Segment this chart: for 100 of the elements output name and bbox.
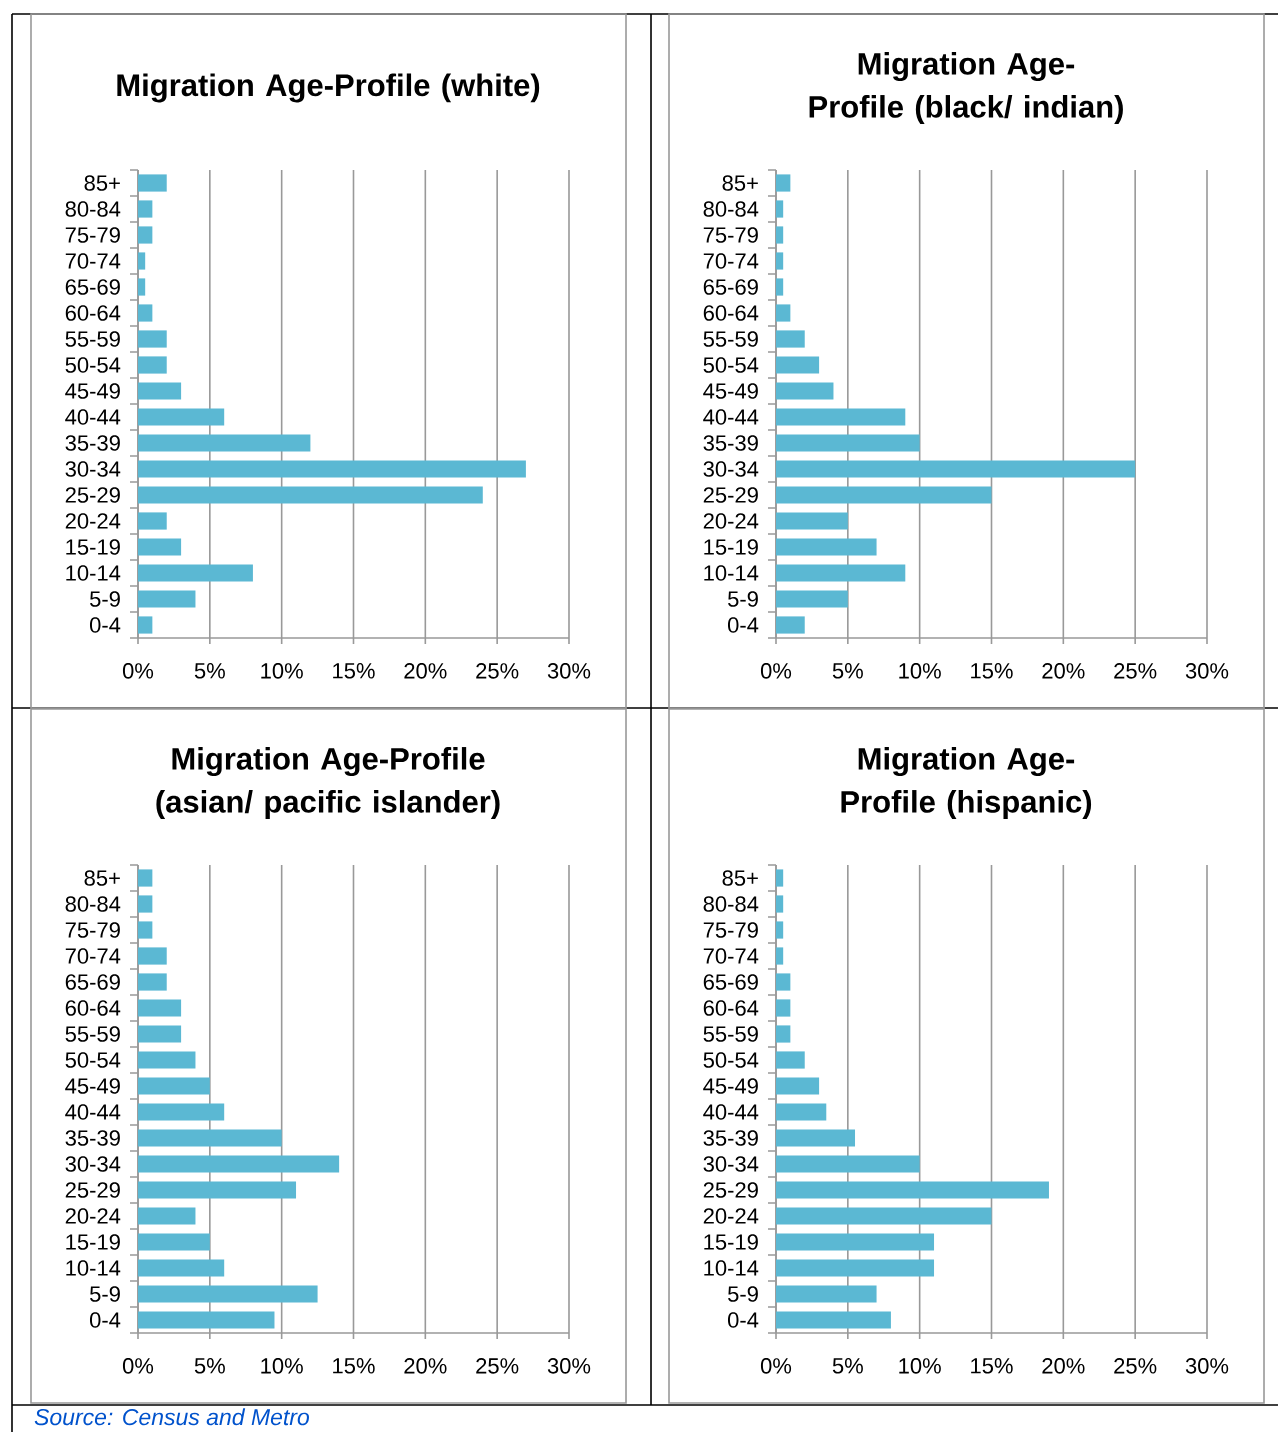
y-tick-label: 10-14: [704, 565, 759, 581]
bar: [776, 538, 877, 556]
bar: [138, 1051, 196, 1069]
y-tick-label: 15-19: [704, 1234, 758, 1250]
x-tick-label: 0%: [760, 663, 792, 679]
x-tick-label: 15%: [971, 663, 1013, 679]
bar: [138, 330, 167, 348]
bar: [138, 895, 153, 913]
bar: [776, 1129, 856, 1147]
bar: [138, 1155, 340, 1173]
y-tick-label: 60-64: [703, 1000, 759, 1016]
bar: [138, 304, 153, 322]
x-tick-label: 25%: [476, 1358, 519, 1374]
y-tick-label: 70-74: [703, 253, 759, 269]
y-tick-label: 60-64: [65, 1000, 121, 1016]
chart-title: Migration Age-Profile (black/ indian): [809, 52, 1123, 124]
bar: [138, 382, 182, 400]
y-tick-label: 0-4: [89, 617, 121, 633]
y-tick-label: 70-74: [65, 948, 121, 964]
bar: [138, 921, 153, 939]
y-tick-label: 85+: [722, 870, 758, 886]
bar: [138, 999, 182, 1017]
y-tick-label: 80-84: [65, 201, 121, 217]
y-tick-label: 65-69: [65, 974, 120, 990]
y-tick-label: 85+: [84, 175, 120, 191]
y-tick-label: 10-14: [704, 1260, 759, 1276]
y-tick-label: 35-39: [65, 1130, 120, 1146]
y-tick-label: 10-14: [66, 565, 121, 581]
x-tick-label: 0%: [122, 663, 154, 679]
x-tick-label: 20%: [1042, 663, 1085, 679]
y-tick-label: 20-24: [65, 513, 121, 529]
y-tick-label: 85+: [722, 175, 758, 191]
y-tick-label: 80-84: [703, 201, 759, 217]
bar: [776, 947, 784, 965]
bar: [138, 486, 483, 504]
bar: [776, 278, 784, 296]
x-tick-label: 5%: [832, 663, 863, 679]
y-tick-label: 30-34: [703, 1156, 759, 1172]
y-tick-label: 50-54: [65, 1052, 121, 1068]
bar: [138, 200, 153, 218]
y-tick-label: 20-24: [703, 1208, 759, 1224]
y-tick-label: 10-14: [66, 1260, 121, 1276]
bar: [138, 252, 146, 270]
x-tick-label: 0%: [122, 1358, 154, 1374]
x-tick-label: 15%: [971, 1358, 1013, 1374]
bar: [138, 1129, 282, 1147]
y-tick-label: 55-59: [65, 331, 120, 347]
y-tick-label: 80-84: [703, 896, 759, 912]
bar: [776, 512, 848, 530]
y-tick-label: 40-44: [703, 1104, 759, 1120]
bar: [138, 434, 311, 452]
bar: [776, 408, 906, 426]
y-tick-label: 45-49: [65, 383, 120, 399]
bar: [138, 1233, 210, 1251]
bar: [138, 1311, 275, 1329]
bar: [776, 1155, 920, 1173]
y-tick-label: 25-29: [703, 1182, 758, 1198]
y-tick-label: 45-49: [703, 1078, 758, 1094]
bar: [138, 408, 225, 426]
y-tick-label: 70-74: [703, 948, 759, 964]
bar: [776, 1051, 805, 1069]
y-tick-label: 35-39: [703, 1130, 758, 1146]
bar: [776, 921, 784, 939]
x-tick-label: 20%: [404, 663, 447, 679]
x-tick-label: 25%: [1114, 663, 1157, 679]
y-tick-label: 15-19: [66, 539, 120, 555]
y-tick-label: 40-44: [65, 409, 121, 425]
bar: [138, 947, 167, 965]
y-tick-label: 75-79: [65, 227, 120, 243]
bar: [776, 1233, 935, 1251]
y-tick-label: 75-79: [703, 922, 758, 938]
bar: [776, 1103, 827, 1121]
chart-title: Migration Age-Profile (hispanic): [841, 747, 1092, 819]
y-tick-label: 55-59: [703, 331, 758, 347]
bar: [776, 999, 791, 1017]
x-tick-label: 5%: [832, 1358, 863, 1374]
x-tick-label: 20%: [1042, 1358, 1085, 1374]
bar: [138, 1025, 182, 1043]
bar: [138, 1181, 297, 1199]
y-tick-label: 60-64: [703, 305, 759, 321]
y-tick-label: 55-59: [65, 1026, 120, 1042]
bar: [776, 895, 784, 913]
bar: [138, 538, 182, 556]
y-tick-label: 5-9: [728, 591, 758, 607]
x-tick-label: 5%: [194, 663, 225, 679]
bar: [776, 252, 784, 270]
x-tick-label: 25%: [476, 663, 519, 679]
bar: [138, 616, 153, 634]
bar: [776, 460, 1136, 478]
bar: [776, 1025, 791, 1043]
bar: [776, 1077, 820, 1095]
x-tick-label: 30%: [1185, 663, 1229, 679]
bar: [776, 330, 805, 348]
bar: [776, 973, 791, 991]
x-tick-label: 5%: [194, 1358, 225, 1374]
y-tick-label: 65-69: [703, 279, 758, 295]
bar: [776, 616, 805, 634]
y-tick-label: 30-34: [65, 1156, 121, 1172]
y-tick-label: 30-34: [703, 461, 759, 477]
bar: [138, 564, 253, 582]
